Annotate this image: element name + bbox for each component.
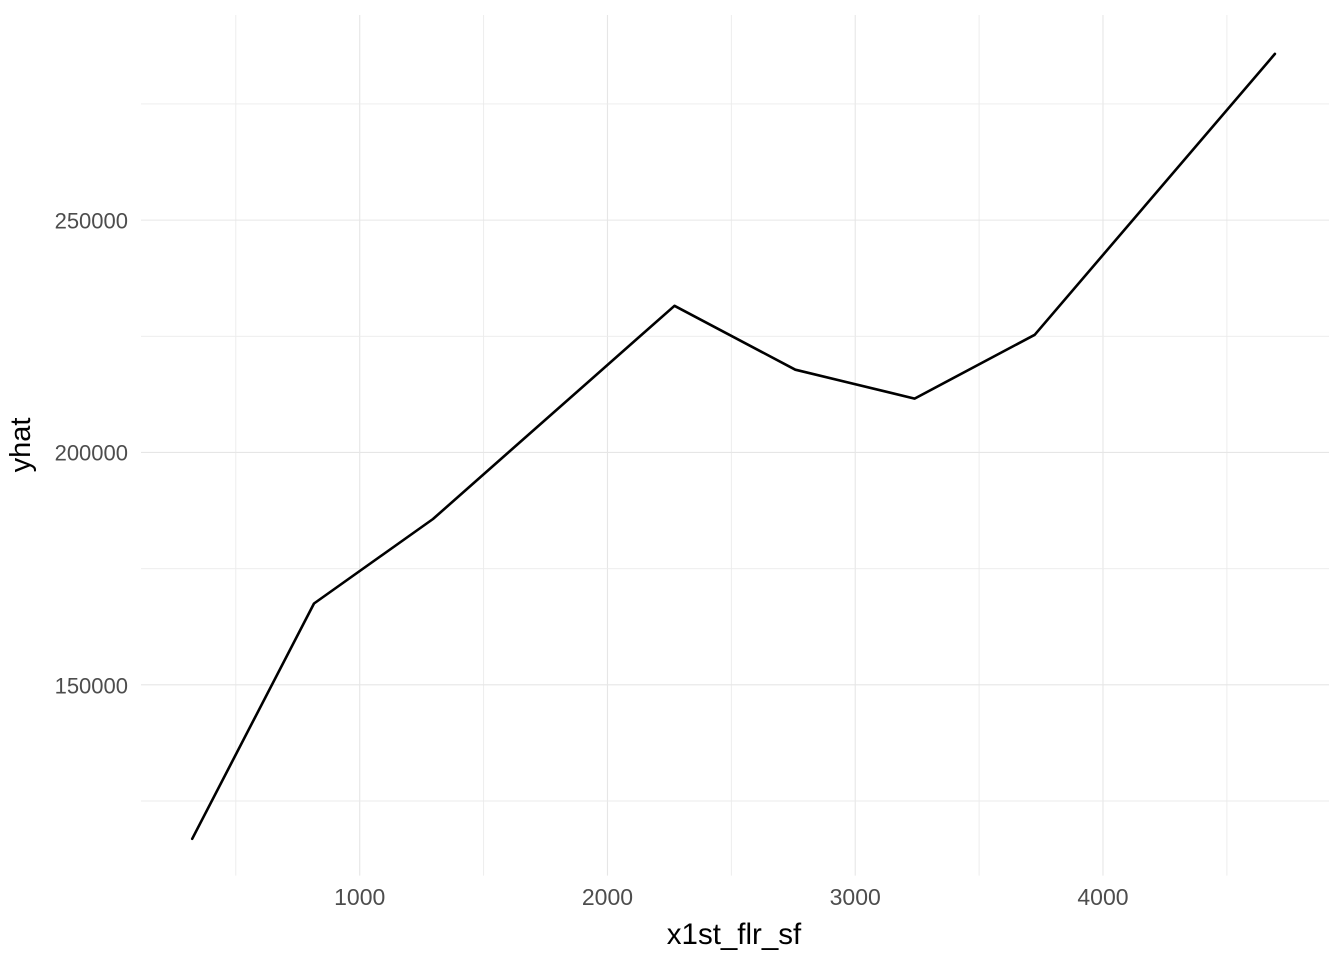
svg-text:3000: 3000 [830,884,881,910]
svg-text:yhat: yhat [5,418,37,473]
svg-text:x1st_flr_sf: x1st_flr_sf [667,918,802,951]
svg-text:200000: 200000 [55,441,128,466]
svg-text:1000: 1000 [334,884,385,910]
svg-text:4000: 4000 [1077,884,1128,910]
svg-text:2000: 2000 [582,884,633,910]
svg-text:250000: 250000 [55,209,128,234]
svg-text:150000: 150000 [55,674,128,699]
